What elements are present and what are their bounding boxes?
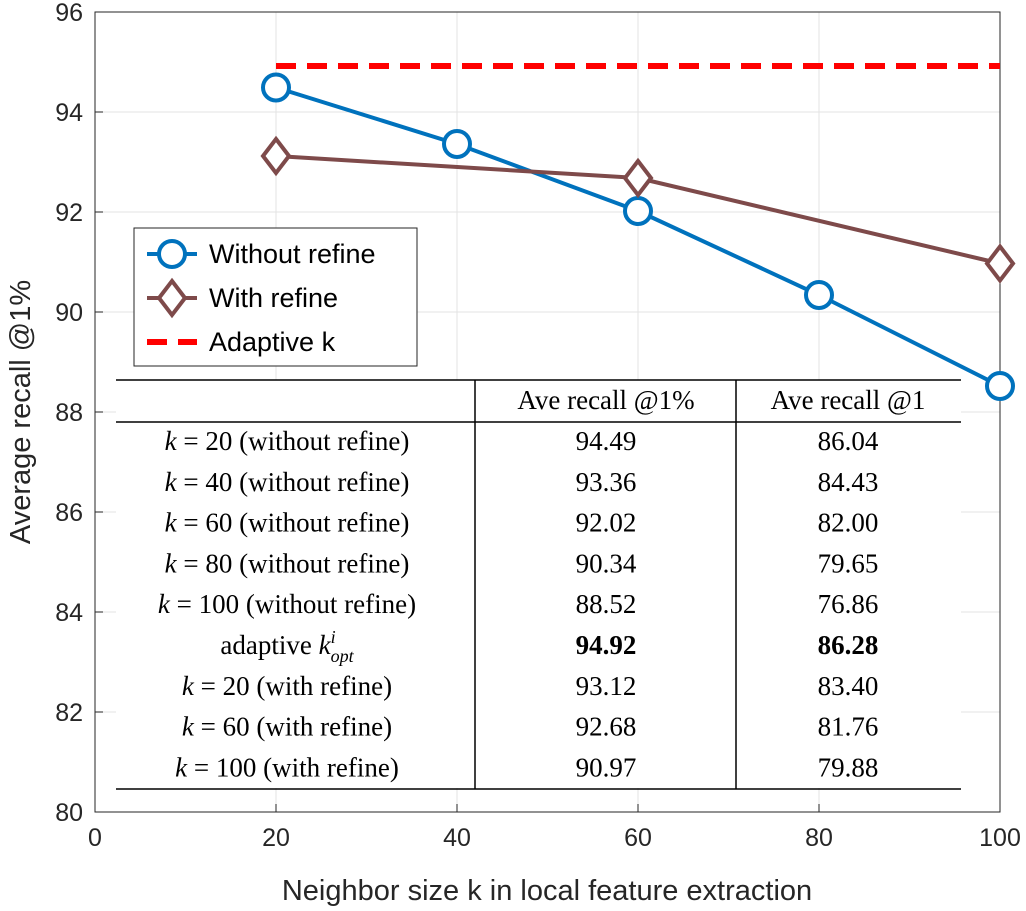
- table-rows: k = 20 (without refine) 94.49 86.04 k = 40 …: [158, 426, 879, 782]
- table-row-label: k = 100 (with refine): [175, 752, 399, 782]
- table-row-label: k = 20 (without refine): [165, 426, 410, 456]
- x-axis-label: Neighbor size k in local feature extract…: [282, 875, 812, 907]
- y-tick-label: 92: [55, 199, 83, 227]
- legend-marker-without-refine: [157, 239, 187, 269]
- table-cell-recall-1: 81.76: [818, 712, 879, 742]
- legend-marker-with-refine: [156, 277, 188, 319]
- table-cell-recall-1: 86.04: [818, 426, 879, 456]
- tick-labels: 0 20 40 60 80 100 80 82 84 86 88 90 92 94 96: [55, 0, 1021, 852]
- x-tick-label: 80: [805, 824, 833, 852]
- x-tick-label: 20: [262, 824, 290, 852]
- y-tick-label: 82: [55, 699, 83, 727]
- table-cell-recall-1pct: 92.68: [576, 712, 637, 742]
- data-point-with-refine: [984, 243, 1016, 284]
- table-row-label: k = 20 (with refine): [182, 671, 392, 701]
- table-cell-recall-1: 83.40: [818, 671, 879, 701]
- y-tick-label: 86: [55, 499, 83, 527]
- legend-label-adaptive-k: Adaptive k: [209, 327, 336, 357]
- series-lines: [260, 63, 1016, 401]
- table-cell-recall-1pct: 93.12: [576, 671, 637, 701]
- table-cell-recall-1: 76.86: [818, 589, 879, 619]
- data-point-without-refine: [442, 129, 472, 159]
- data-point-without-refine: [623, 196, 653, 226]
- table-cell-recall-1: 86.28: [818, 630, 879, 660]
- table-cell-recall-1: 84.43: [818, 467, 879, 497]
- table-row-label: adaptive ki opt: [220, 627, 354, 666]
- table-row-label: k = 80 (without refine): [165, 548, 410, 578]
- table-row-label: k = 40 (without refine): [165, 467, 410, 497]
- table-cell-recall-1pct: 94.92: [576, 630, 637, 660]
- table-background: [116, 380, 961, 788]
- legend-label-without-refine: Without refine: [209, 239, 376, 269]
- axes: [94, 11, 1001, 813]
- x-tick-label: 100: [979, 824, 1021, 852]
- y-tick-label: 84: [55, 599, 83, 627]
- data-point-with-refine: [622, 157, 654, 199]
- x-tick-label: 0: [88, 824, 102, 852]
- legend-label-with-refine: With refine: [209, 283, 338, 313]
- legend: Without refine With refine Adaptive k: [133, 227, 418, 367]
- table-row-label: k = 60 (with refine): [182, 712, 392, 742]
- table-cell-recall-1pct: 94.49: [576, 426, 637, 456]
- table-cell-recall-1: 82.00: [818, 508, 879, 538]
- table-cell-recall-1pct: 93.36: [576, 467, 637, 497]
- table-header-recall-1pct: Ave recall @1%: [517, 385, 694, 415]
- y-tick-label: 94: [55, 99, 83, 127]
- y-axis-label: Average recall @1%: [5, 280, 37, 544]
- table-cell-recall-1pct: 90.97: [576, 752, 637, 782]
- data-point-with-refine: [260, 135, 292, 177]
- y-tick-label: 90: [55, 299, 83, 327]
- table-cell-recall-1pct: 88.52: [576, 589, 637, 619]
- data-point-without-refine: [261, 72, 291, 103]
- table-row-label: k = 60 (without refine): [165, 508, 410, 538]
- table-cell-recall-1pct: 92.02: [576, 508, 637, 538]
- data-point-without-refine: [804, 280, 834, 310]
- y-tick-label: 96: [55, 0, 83, 27]
- table-cell-recall-1: 79.65: [818, 548, 879, 578]
- y-tick-label: 80: [55, 799, 83, 827]
- y-tick-label: 88: [55, 399, 83, 427]
- table-cell-recall-1pct: 90.34: [576, 548, 637, 578]
- results-table: Ave recall @1% Ave recall @1 k = 20 (wit…: [116, 379, 961, 790]
- x-tick-label: 60: [624, 824, 652, 852]
- x-tick-label: 40: [443, 824, 471, 852]
- table-cell-recall-1: 79.88: [818, 752, 879, 782]
- data-point-without-refine: [985, 371, 1015, 401]
- table-header-recall-1: Ave recall @1: [771, 385, 926, 415]
- table-row-label: k = 100 (without refine): [158, 589, 416, 619]
